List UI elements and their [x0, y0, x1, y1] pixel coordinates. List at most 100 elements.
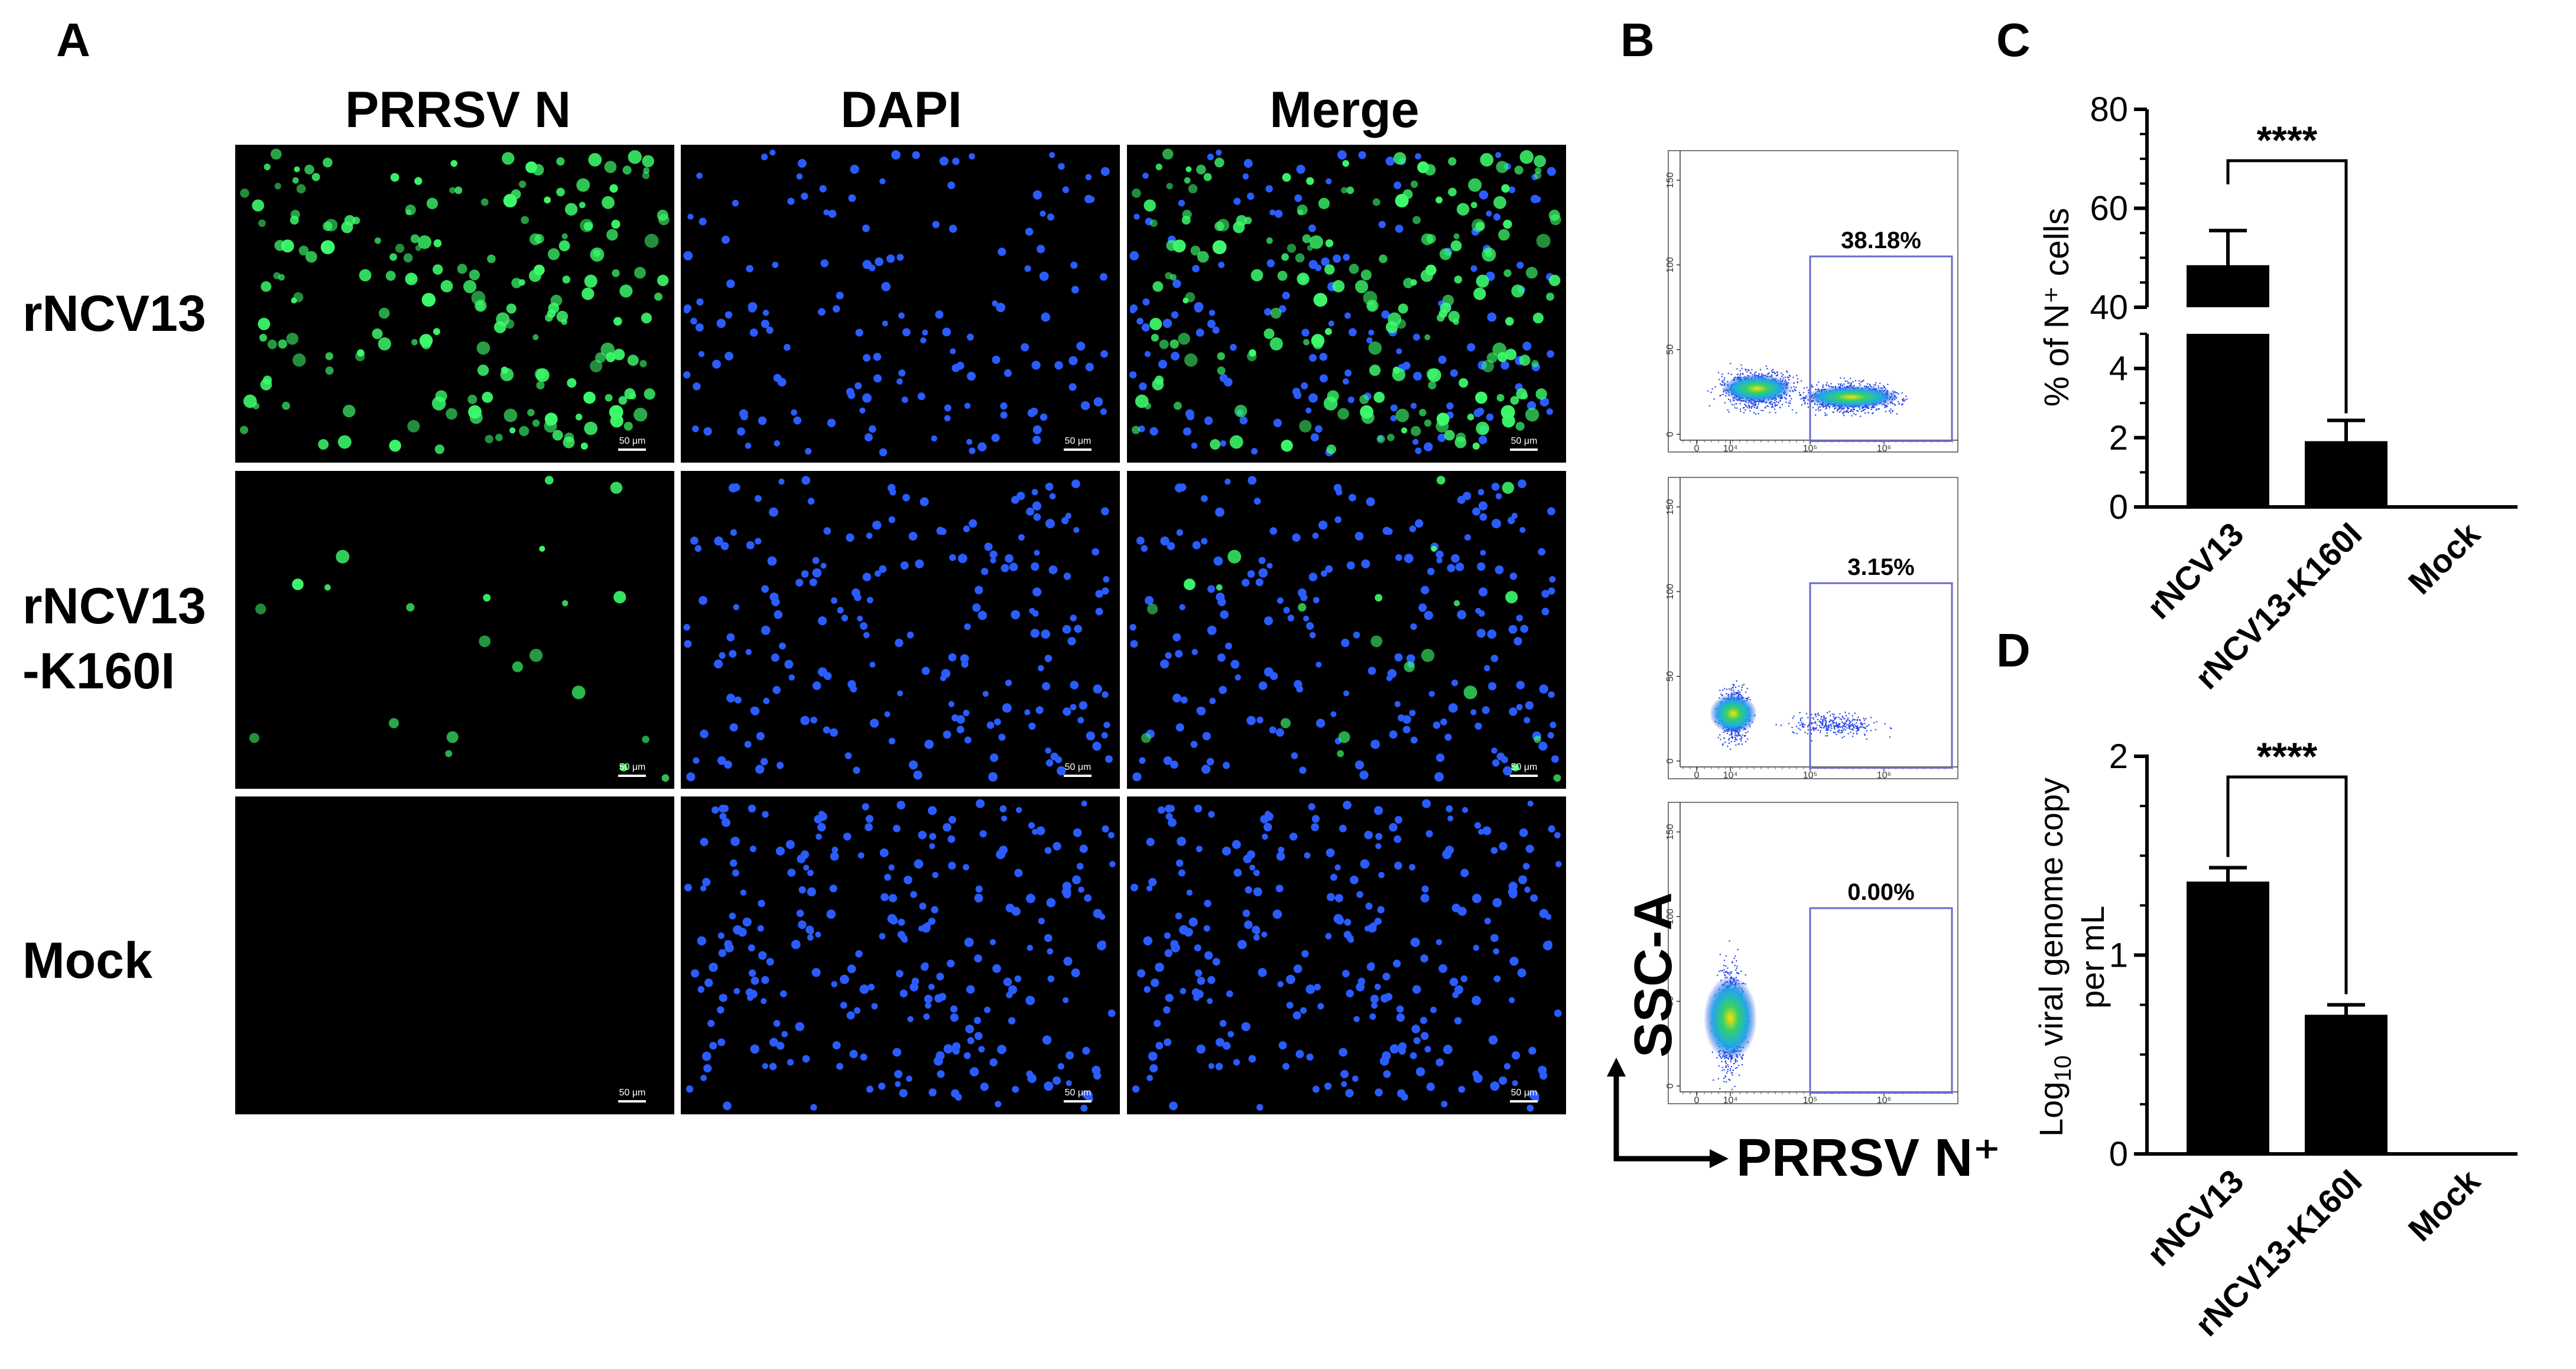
prrsv-n-cell — [292, 578, 304, 590]
flow-event — [1732, 737, 1733, 739]
prrsv-n-cell — [1282, 173, 1291, 182]
dapi-nucleus — [1539, 1071, 1548, 1080]
flow-event — [1724, 688, 1726, 690]
flow-x-tick-label: 10⁶ — [1877, 770, 1891, 781]
prrsv-n-cell — [644, 233, 659, 248]
dapi-nucleus — [1467, 343, 1476, 352]
dapi-nucleus — [836, 1062, 843, 1070]
dapi-nucleus — [1002, 703, 1012, 713]
flow-event — [1721, 376, 1723, 378]
dapi-nucleus — [1265, 185, 1273, 193]
dapi-nucleus — [1451, 679, 1458, 687]
prrsv-n-cell — [1458, 378, 1469, 388]
flow-event — [1739, 375, 1741, 376]
dapi-nucleus — [1266, 562, 1273, 569]
prrsv-n-cell — [406, 603, 415, 612]
dapi-nucleus — [1428, 691, 1435, 697]
prrsv-n-cell — [611, 219, 621, 229]
dapi-nucleus — [1474, 822, 1482, 829]
dapi-nucleus — [1520, 625, 1529, 633]
dapi-nucleus — [1269, 527, 1278, 535]
dapi-nucleus — [1243, 159, 1253, 168]
dapi-nucleus — [817, 822, 826, 832]
flow-event — [1798, 722, 1799, 724]
dapi-nucleus — [1347, 936, 1354, 943]
dapi-nucleus — [788, 674, 795, 681]
dapi-nucleus — [817, 308, 826, 316]
dapi-nucleus — [1192, 265, 1200, 273]
flow-event — [1719, 690, 1721, 691]
dapi-nucleus — [888, 737, 895, 744]
dapi-nucleus — [1491, 519, 1501, 529]
flow-event — [1771, 370, 1773, 372]
prrsv-n-cell — [449, 187, 456, 194]
dapi-nucleus — [1458, 1085, 1466, 1093]
dapi-nucleus — [1262, 833, 1268, 840]
dapi-nucleus — [836, 291, 844, 300]
prrsv-n-cell — [1349, 264, 1359, 274]
flow-event — [1734, 734, 1736, 736]
dapi-nucleus — [726, 694, 736, 703]
flow-event — [1734, 740, 1736, 742]
dapi-nucleus — [1275, 728, 1285, 737]
flow-event — [1785, 379, 1786, 381]
gate-percent-label: 38.18% — [1841, 227, 1921, 253]
flow-event — [1797, 382, 1798, 383]
dapi-nucleus — [1490, 1081, 1500, 1091]
dapi-nucleus — [1084, 894, 1092, 902]
dapi-nucleus — [766, 326, 774, 334]
dapi-nucleus — [1168, 818, 1177, 827]
dapi-nucleus — [1299, 766, 1307, 774]
dapi-nucleus — [1484, 918, 1491, 925]
flow-event — [1758, 412, 1759, 415]
dapi-nucleus — [722, 818, 730, 827]
dapi-nucleus — [1447, 815, 1454, 822]
dapi-nucleus — [1130, 640, 1138, 648]
flow-event — [1862, 724, 1863, 726]
dapi-nucleus — [823, 672, 832, 680]
dapi-nucleus — [1158, 359, 1168, 369]
dapi-nucleus — [1419, 1016, 1428, 1025]
prrsv-n-cell — [661, 774, 670, 782]
flow-event — [1752, 403, 1753, 405]
dapi-nucleus — [1354, 532, 1364, 541]
dapi-nucleus — [1237, 939, 1247, 949]
prrsv-n-cell — [609, 184, 618, 193]
dapi-nucleus — [1488, 682, 1497, 691]
dapi-nucleus — [949, 554, 956, 561]
dapi-nucleus — [847, 964, 856, 974]
dapi-nucleus — [1226, 990, 1233, 997]
prrsv-n-cell — [388, 718, 399, 729]
dapi-nucleus — [1548, 825, 1555, 833]
dapi-nucleus — [1169, 1101, 1178, 1111]
dapi-nucleus — [1099, 940, 1106, 948]
prrsv-n-cell — [336, 549, 350, 564]
dapi-nucleus — [1247, 570, 1255, 578]
scale-bar-label: 50 μm — [1065, 762, 1092, 772]
dapi-nucleus — [882, 320, 888, 327]
prrsv-n-cell — [1297, 209, 1304, 216]
flow-plot-frame — [1668, 477, 1958, 779]
prrsv-n-cell — [583, 391, 596, 404]
dapi-nucleus — [801, 192, 808, 200]
dapi-nucleus — [853, 1007, 861, 1014]
prrsv-n-cell — [580, 442, 588, 450]
prrsv-n-cell — [378, 307, 390, 319]
dapi-nucleus — [1546, 408, 1553, 415]
dapi-nucleus — [963, 864, 970, 871]
dapi-nucleus — [819, 185, 827, 193]
dapi-nucleus — [1389, 730, 1398, 739]
flow-event — [1884, 405, 1886, 407]
flow-event — [1853, 726, 1855, 728]
dapi-nucleus — [1286, 1001, 1294, 1009]
flow-event — [1728, 742, 1730, 744]
prrsv-n-cell — [463, 279, 477, 294]
prrsv-n-cell — [1324, 328, 1332, 336]
prrsv-n-cell — [567, 378, 577, 388]
prrsv-n-cell — [1426, 368, 1438, 379]
flow-event — [1838, 716, 1840, 718]
dapi-nucleus — [1491, 747, 1497, 754]
dapi-nucleus — [1026, 944, 1034, 951]
prrsv-n-cell — [605, 394, 613, 402]
